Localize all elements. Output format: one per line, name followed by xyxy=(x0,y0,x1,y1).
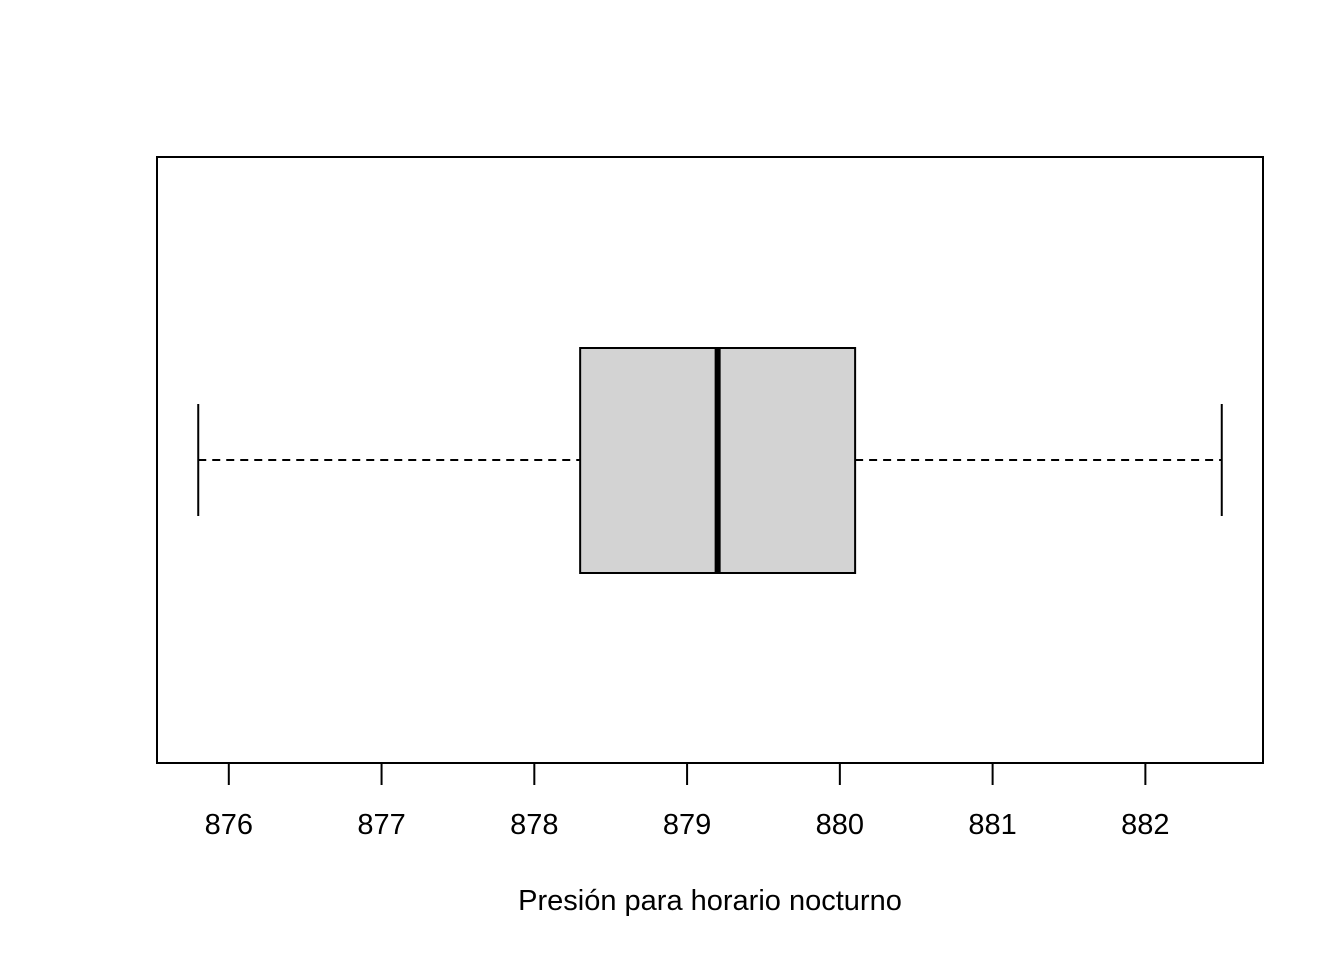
box-marks xyxy=(197,347,1223,574)
x-axis: 876 877 878 879 880 881 882 xyxy=(205,762,1170,841)
x-tick-label-879: 879 xyxy=(663,809,711,841)
x-tick-label-882: 882 xyxy=(1121,809,1169,841)
x-tick-label-881: 881 xyxy=(968,809,1016,841)
x-axis-label: Presión para horario nocturno xyxy=(518,885,902,917)
x-tick-label-876: 876 xyxy=(205,809,253,841)
x-tick-label-880: 880 xyxy=(816,809,864,841)
x-tick-label-878: 878 xyxy=(510,809,558,841)
x-tick-label-877: 877 xyxy=(357,809,405,841)
